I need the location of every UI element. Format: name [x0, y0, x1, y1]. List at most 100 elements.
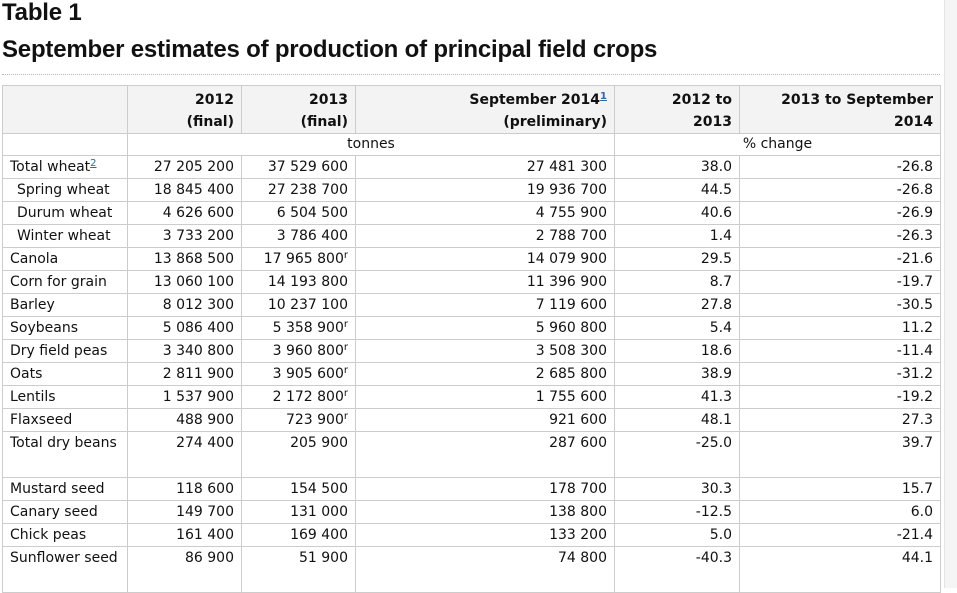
value-2014: 74 800: [558, 550, 607, 566]
crop-name: Durum wheat: [17, 205, 113, 221]
change-2013-2014: 6.0: [910, 504, 933, 520]
page-edge: [944, 0, 957, 588]
column-header-2013-status: (final): [300, 114, 348, 130]
value-2013: 17 965 800: [263, 251, 344, 267]
value-2013-cell: 131 000: [241, 500, 356, 524]
value-2013-cell: 6 504 500: [241, 201, 356, 225]
value-2014: 921 600: [549, 412, 607, 428]
crop-name-cell: Corn for grain: [2, 270, 128, 294]
change-2012-2013-cell: 38.9: [614, 362, 740, 386]
value-2014: 138 800: [549, 504, 607, 520]
crop-name-cell: Total dry beans: [2, 431, 128, 478]
crop-name-cell: Total wheat2: [2, 155, 128, 179]
value-2014-cell: 11 396 900: [355, 270, 615, 294]
change-2013-2014-cell: -19.2: [739, 385, 941, 409]
value-2012: 27 205 200: [153, 159, 234, 175]
revised-marker: r: [343, 250, 348, 261]
table-label: Table 1: [2, 0, 82, 26]
footnote-link-2[interactable]: 2: [90, 158, 97, 169]
footnote-link-1[interactable]: 1: [600, 91, 607, 102]
value-2012-cell: 161 400: [127, 523, 242, 547]
table-row: Total dry beans 274 400 205 900 287 600 -25.…: [2, 431, 941, 478]
value-2012-cell: 2 811 900: [127, 362, 242, 386]
value-2013: 37 529 600: [267, 159, 348, 175]
value-2012-cell: 3 340 800: [127, 339, 242, 363]
revised-marker: r: [343, 411, 348, 422]
crop-name: Mustard seed: [10, 481, 105, 497]
value-2014: 11 396 900: [526, 274, 607, 290]
crop-name: Canary seed: [10, 504, 98, 520]
change-2012-2013-cell: 40.6: [614, 201, 740, 225]
table-row: Mustard seed 118 600 154 500 178 700 30.3 15.…: [2, 477, 941, 501]
value-2014: 14 079 900: [526, 251, 607, 267]
value-2012: 13 060 100: [153, 274, 234, 290]
change-2013-2014: -21.4: [896, 527, 933, 543]
change-2012-2013-cell: 5.0: [614, 523, 740, 547]
value-2013-cell: 27 238 700: [241, 178, 356, 202]
value-2014: 27 481 300: [526, 159, 607, 175]
column-header-2013: 2013 (final): [241, 85, 356, 134]
value-2014-cell: 3 508 300: [355, 339, 615, 363]
value-2013: 3 786 400: [276, 228, 348, 244]
change-2013-2014-cell: -26.8: [739, 155, 941, 179]
change-2012-2013: 8.7: [709, 274, 732, 290]
value-2014-cell: 27 481 300: [355, 155, 615, 179]
value-2014: 1 755 600: [535, 389, 607, 405]
value-2014: 178 700: [549, 481, 607, 497]
change-2013-2014: -19.7: [896, 274, 933, 290]
value-2014: 2 685 800: [535, 366, 607, 382]
column-header-change-2012-2013: 2012 to 2013: [614, 85, 740, 134]
crop-name-cell: Lentils: [2, 385, 128, 409]
value-2013: 205 900: [290, 435, 348, 451]
value-2012-cell: 5 086 400: [127, 316, 242, 340]
change-2012-2013-cell: 30.3: [614, 477, 740, 501]
change-2012-2013-cell: 29.5: [614, 247, 740, 271]
column-header-2012: 2012 (final): [127, 85, 242, 134]
value-2014-cell: 2 685 800: [355, 362, 615, 386]
crop-name: Flaxseed: [10, 412, 73, 428]
value-2014-cell: 4 755 900: [355, 201, 615, 225]
crop-name: Spring wheat: [17, 182, 110, 198]
change-2012-2013-cell: 18.6: [614, 339, 740, 363]
value-2014: 7 119 600: [535, 297, 607, 313]
column-header-change-2013-2014: 2013 to September 2014: [739, 85, 941, 134]
change-2013-2014-cell: -19.7: [739, 270, 941, 294]
value-2012-cell: 488 900: [127, 408, 242, 432]
revised-marker: r: [343, 319, 348, 330]
change-2012-2013: 29.5: [700, 251, 732, 267]
change-2012-2013: 38.9: [700, 366, 732, 382]
table-row: Flaxseed 488 900 723 900r 921 600 48.1 27.3: [2, 408, 941, 432]
value-2014-cell: 5 960 800: [355, 316, 615, 340]
value-2013: 2 172 800: [272, 389, 344, 405]
column-header-2014: September 20141 (preliminary): [355, 85, 615, 134]
crop-name-cell: Flaxseed: [2, 408, 128, 432]
value-2013: 14 193 800: [267, 274, 348, 290]
crop-name: Total dry beans: [10, 435, 117, 451]
change-2013-2014: 15.7: [901, 481, 933, 497]
value-2012-cell: 27 205 200: [127, 155, 242, 179]
value-2013: 6 504 500: [276, 205, 348, 221]
table-row: Canola 13 868 500 17 965 800r 14 079 900 29.…: [2, 247, 941, 271]
value-2012: 86 900: [185, 550, 234, 566]
change-2013-2014-cell: 15.7: [739, 477, 941, 501]
crop-name: Dry field peas: [10, 343, 108, 359]
value-2012-cell: 8 012 300: [127, 293, 242, 317]
change-2013-2014: -30.5: [896, 297, 933, 313]
value-2013: 51 900: [299, 550, 348, 566]
value-2012: 13 868 500: [153, 251, 234, 267]
value-2013: 169 400: [290, 527, 348, 543]
value-2012: 8 012 300: [162, 297, 234, 313]
value-2014-cell: 7 119 600: [355, 293, 615, 317]
change-2013-2014-cell: -21.6: [739, 247, 941, 271]
crop-production-table: 2012 (final) 2013 (final) September 2014…: [2, 85, 941, 593]
change-2012-2013: 40.6: [700, 205, 732, 221]
value-2013-cell: 2 172 800r: [241, 385, 356, 409]
change-2012-2013: 30.3: [700, 481, 732, 497]
value-2012-cell: 18 845 400: [127, 178, 242, 202]
change-2012-2013: -25.0: [695, 435, 732, 451]
table-row: Soybeans 5 086 400 5 358 900r 5 960 800 5.4 1…: [2, 316, 941, 340]
value-2012: 18 845 400: [153, 182, 234, 198]
value-2013: 3 905 600: [272, 366, 344, 382]
crop-name-cell: Winter wheat: [2, 224, 128, 248]
change-2012-2013: -12.5: [695, 504, 732, 520]
